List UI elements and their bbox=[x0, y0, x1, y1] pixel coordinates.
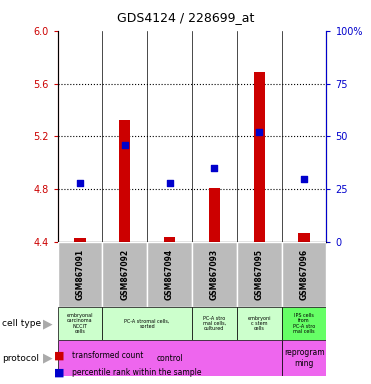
Text: GSM867091: GSM867091 bbox=[75, 249, 85, 300]
Text: control: control bbox=[156, 354, 183, 362]
Text: PC-A stromal cells,
sorted: PC-A stromal cells, sorted bbox=[125, 318, 170, 329]
Text: ▶: ▶ bbox=[43, 352, 53, 364]
Text: GSM867093: GSM867093 bbox=[210, 249, 219, 300]
Text: GSM867096: GSM867096 bbox=[299, 249, 309, 300]
Text: ■: ■ bbox=[54, 367, 64, 377]
Bar bbox=[147, 242, 192, 307]
Text: embryoni
c stem
cells: embryoni c stem cells bbox=[247, 316, 271, 331]
Bar bbox=[237, 242, 282, 307]
Bar bbox=[58, 307, 102, 340]
Bar bbox=[192, 307, 237, 340]
Bar bbox=[298, 233, 310, 242]
Text: cell type: cell type bbox=[2, 319, 41, 328]
Text: protocol: protocol bbox=[2, 354, 39, 362]
Point bbox=[122, 142, 128, 148]
Text: GSM867095: GSM867095 bbox=[255, 249, 264, 300]
Bar bbox=[254, 72, 265, 242]
Point bbox=[77, 180, 83, 186]
Bar bbox=[237, 307, 282, 340]
Text: ■: ■ bbox=[54, 350, 64, 360]
Text: GSM867092: GSM867092 bbox=[120, 249, 129, 300]
Text: reprogram
ming: reprogram ming bbox=[284, 348, 324, 368]
Bar bbox=[119, 121, 130, 242]
Text: transformed count: transformed count bbox=[72, 351, 144, 360]
Text: IPS cells
from
PC-A stro
mal cells: IPS cells from PC-A stro mal cells bbox=[293, 313, 315, 334]
Text: GDS4124 / 228699_at: GDS4124 / 228699_at bbox=[117, 12, 254, 25]
Point bbox=[167, 180, 173, 186]
Bar bbox=[58, 340, 282, 376]
Bar bbox=[282, 340, 326, 376]
Bar bbox=[282, 307, 326, 340]
Text: percentile rank within the sample: percentile rank within the sample bbox=[72, 368, 202, 377]
Bar bbox=[102, 242, 147, 307]
Bar bbox=[192, 242, 237, 307]
Bar bbox=[58, 242, 102, 307]
Text: embryonal
carcinoma
NCCIT
cells: embryonal carcinoma NCCIT cells bbox=[67, 313, 93, 334]
Bar bbox=[74, 238, 86, 242]
Point bbox=[211, 165, 217, 171]
Bar bbox=[102, 307, 192, 340]
Text: PC-A stro
mal cells,
cultured: PC-A stro mal cells, cultured bbox=[203, 316, 226, 331]
Bar bbox=[282, 242, 326, 307]
Bar bbox=[209, 188, 220, 242]
Point bbox=[256, 129, 262, 135]
Bar bbox=[164, 237, 175, 242]
Text: ▶: ▶ bbox=[43, 317, 53, 330]
Text: GSM867094: GSM867094 bbox=[165, 249, 174, 300]
Point bbox=[301, 175, 307, 182]
